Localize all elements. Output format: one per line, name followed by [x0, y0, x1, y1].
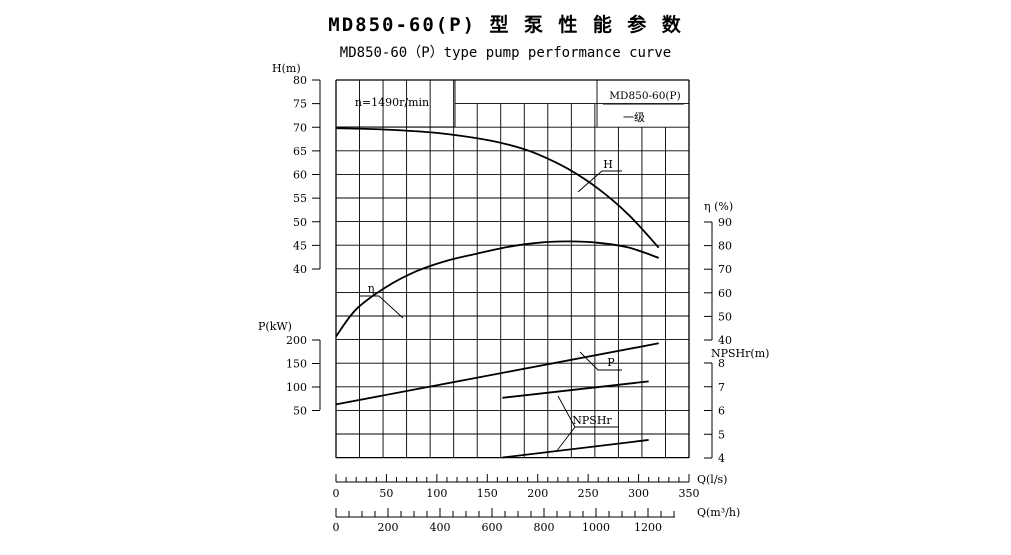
eta-axis-tick-label: 50 [718, 310, 732, 323]
eta-curve-label: η [368, 282, 375, 295]
q-ls-tick-label: 350 [679, 487, 700, 500]
eta-axis-tick-label: 40 [718, 334, 732, 347]
axes: 404550556065707580H(m)50100150200P(kW)40… [258, 62, 769, 534]
h-axis-tick-label: 60 [293, 169, 307, 182]
h-axis-tick-label: 75 [293, 98, 307, 111]
q-ls-tick-label: 100 [426, 487, 447, 500]
p-axis-tick-label: 150 [286, 358, 307, 371]
q-m3h-tick-label: 600 [482, 521, 503, 534]
q-ls-tick-label: 250 [578, 487, 599, 500]
p-curve-label: P [607, 356, 615, 369]
npshr-axis-tick-label: 4 [718, 452, 725, 465]
p-axis-tick-label: 50 [293, 405, 307, 418]
q-m3h-tick-label: 0 [333, 521, 340, 534]
eta-leader [360, 295, 404, 319]
q-m3h-tick-label: 1000 [582, 521, 610, 534]
q-m3h-tick-label: 1200 [634, 521, 662, 534]
h-axis-tick-label: 70 [293, 121, 307, 134]
h-axis-tick-label: 80 [293, 74, 307, 87]
curve-npshr-4 [502, 439, 649, 459]
eta-axis-tick-label: 60 [718, 287, 732, 300]
q-m3h-tick-label: 400 [430, 521, 451, 534]
curves [335, 127, 660, 459]
chart-title: MD850-60(P) 型 泵 性 能 参 数 [328, 14, 683, 36]
stage-label: 一级 [623, 111, 645, 124]
grid [335, 79, 690, 459]
h-leader [577, 170, 622, 193]
q-m3h-axis-label: Q(m³/h) [697, 506, 740, 519]
npshr-axis-tick-label: 6 [718, 405, 725, 418]
model-label: MD850-60(P) [609, 90, 680, 102]
eta-axis-tick-label: 70 [718, 263, 732, 276]
npshr-axis-tick-label: 8 [718, 357, 725, 370]
h-axis-tick-label: 55 [293, 192, 307, 205]
npshr-axis-tick-label: 5 [718, 428, 725, 441]
h-axis-tick-label: 40 [293, 263, 307, 276]
q-ls-tick-label: 200 [527, 487, 548, 500]
speed-label: n=1490r/min [355, 96, 429, 109]
eta-axis-tick-label: 80 [718, 240, 732, 253]
curve-p-2 [335, 342, 659, 406]
h-axis-tick-label: 65 [293, 145, 307, 158]
q-ls-tick-label: 150 [477, 487, 498, 500]
q-m3h-tick-label: 800 [534, 521, 555, 534]
chart-subtitle: MD850-60（P）type pump performance curve [339, 45, 672, 61]
labels: n=1490r/min MD850-60(P) 一级 Hη P NPSHr [355, 90, 681, 453]
p-leader [579, 351, 622, 371]
h-axis-tick-label: 45 [293, 239, 307, 252]
p-axis-label: P(kW) [258, 320, 292, 333]
q-ls-tick-label: 300 [628, 487, 649, 500]
q-ls-tick-label: 50 [379, 487, 393, 500]
curve-h-0 [335, 127, 660, 249]
h-axis-tick-label: 50 [293, 216, 307, 229]
curve-eta-1 [335, 240, 660, 338]
h-axis-label: H(m) [272, 62, 301, 75]
npshr-axis-tick-label: 7 [718, 381, 725, 394]
npshr-axis-label: NPSHr(m) [711, 347, 769, 360]
npshr-leader-2 [555, 426, 576, 453]
p-axis-tick-label: 200 [286, 334, 307, 347]
eta-axis-tick-label: 90 [718, 216, 732, 229]
q-m3h-tick-label: 200 [378, 521, 399, 534]
curve-p-3 [502, 380, 649, 399]
q-ls-tick-label: 0 [333, 487, 340, 500]
h-curve-label: H [603, 158, 613, 171]
p-axis-tick-label: 100 [286, 381, 307, 394]
npshr-curve-label: NPSHr [572, 414, 612, 427]
eta-axis-label: η (%) [704, 200, 733, 213]
q-ls-axis-label: Q(l/s) [697, 473, 727, 486]
